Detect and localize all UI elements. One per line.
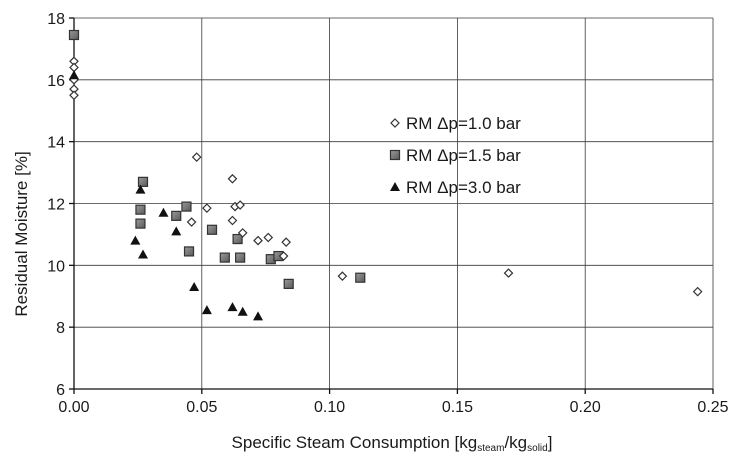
data-point-triangle	[253, 311, 264, 321]
data-point-diamond	[337, 271, 348, 282]
data-point-diamond	[503, 268, 514, 278]
y-tick-label: 8	[56, 320, 65, 337]
data-point-square	[183, 246, 195, 257]
data-point-diamond	[281, 237, 291, 247]
data-point-diamond	[227, 173, 238, 184]
x-axis-title-sub2: solid	[527, 443, 548, 454]
x-tick-label: 0.10	[314, 399, 345, 416]
x-tick-label: 0.05	[186, 399, 217, 416]
data-points	[68, 29, 703, 321]
legend: RM Δp=1.0 bar RM Δp=1.5 bar RM Δp=3.0 ba…	[389, 114, 521, 197]
legend-item-dp-1-0: RM Δp=1.0 bar	[390, 114, 521, 133]
data-point-triangle	[227, 302, 238, 312]
data-point-triangle	[237, 306, 248, 316]
y-tick-label: 10	[47, 258, 65, 275]
y-tick-label: 18	[47, 11, 65, 28]
y-tick-label: 6	[56, 382, 65, 399]
diamond-marker-icon	[390, 118, 400, 128]
data-point-square	[235, 252, 246, 263]
legend-label-dp-1-5: RM Δp=1.5 bar	[406, 146, 521, 165]
data-point-triangle	[201, 305, 212, 315]
data-point-square	[68, 29, 80, 41]
data-point-triangle	[69, 70, 79, 80]
x-axis-title-mid: /kg	[504, 433, 527, 452]
data-point-diamond	[69, 90, 79, 101]
y-tick-label: 14	[47, 135, 65, 152]
data-point-diamond	[278, 251, 289, 261]
axes	[69, 17, 714, 394]
data-point-triangle	[171, 226, 182, 236]
data-point-diamond	[227, 215, 238, 226]
legend-label-dp-1-0: RM Δp=1.0 bar	[406, 114, 521, 133]
x-tick-label: 0.15	[442, 399, 473, 416]
x-axis-title-sub1: steam	[477, 443, 504, 454]
x-tick-label: 0.20	[570, 399, 601, 416]
y-axis-title: Residual Moisture [%]	[12, 151, 31, 316]
data-point-diamond	[191, 152, 202, 162]
data-point-diamond	[235, 200, 245, 210]
tick-labels: 6 8 10 12 14 16 18 0.00 0.05 0.10 0.15 0.20 0.25	[47, 11, 728, 416]
data-point-diamond	[692, 286, 703, 297]
x-axis-title-main: Specific Steam Consumption [kg	[232, 433, 478, 452]
data-point-triangle	[138, 249, 149, 259]
data-point-diamond	[263, 232, 274, 243]
data-point-square	[283, 278, 294, 289]
data-point-square	[355, 272, 366, 283]
y-tick-label: 12	[47, 197, 65, 214]
square-marker-icon	[389, 149, 401, 161]
legend-label-dp-3-0: RM Δp=3.0 bar	[406, 178, 521, 197]
data-point-diamond	[186, 217, 197, 227]
grid	[74, 17, 714, 389]
data-point-diamond	[237, 228, 248, 238]
data-point-square	[206, 224, 218, 235]
x-tick-label: 0.00	[58, 399, 89, 416]
triangle-marker-icon	[390, 182, 400, 191]
y-tick-label: 16	[47, 73, 65, 90]
data-point-square	[135, 204, 146, 215]
data-point-square	[171, 210, 182, 221]
x-tick-label: 0.25	[697, 399, 728, 416]
data-point-triangle	[189, 281, 200, 291]
data-point-square	[137, 176, 149, 187]
data-point-square	[135, 218, 146, 229]
data-point-square	[219, 252, 230, 263]
data-point-triangle	[135, 184, 146, 194]
data-point-triangle	[130, 235, 141, 245]
legend-item-dp-3-0: RM Δp=3.0 bar	[390, 178, 521, 197]
x-axis-title-end: ]	[548, 433, 553, 452]
data-point-square	[232, 233, 243, 245]
x-axis-title: Specific Steam Consumption [kgsteam/kgso…	[232, 433, 553, 454]
data-point-diamond	[253, 235, 263, 246]
data-point-square	[181, 201, 192, 212]
legend-item-dp-1-5: RM Δp=1.5 bar	[389, 146, 521, 165]
data-point-diamond	[202, 203, 212, 213]
data-point-triangle	[158, 207, 169, 217]
